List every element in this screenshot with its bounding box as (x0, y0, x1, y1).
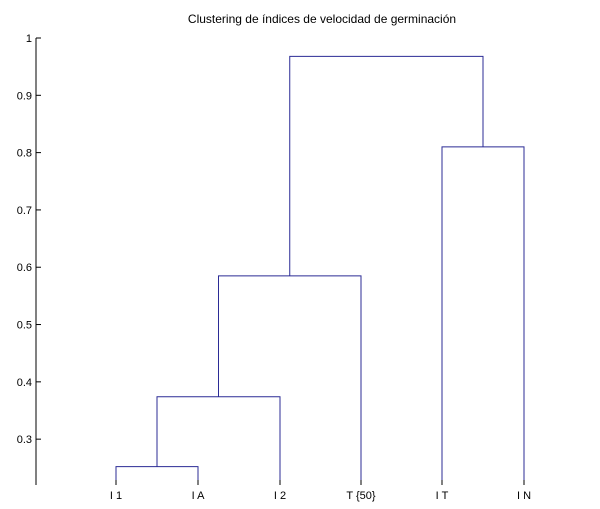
y-tick-label: 1 (26, 33, 32, 45)
y-tick-label: 0.3 (17, 434, 32, 446)
chart-title: Clustering de índices de velocidad de ge… (188, 12, 456, 26)
leaf-label: T {50} (346, 490, 375, 502)
dendrogram-link (289, 55, 484, 276)
leaf-label: I N (517, 490, 531, 502)
leaf-label: I 2 (274, 490, 286, 502)
y-tick-label: 0.7 (17, 205, 32, 217)
dendrogram-link (218, 275, 362, 485)
leaf-label: I T (436, 490, 449, 502)
y-tick-label: 0.9 (17, 90, 32, 102)
dendrogram-link (156, 396, 281, 485)
y-tick-label: 0.8 (17, 148, 32, 160)
y-ticks: 0.3 0.4 0.5 0.6 0.7 0.8 0.9 1 (17, 33, 41, 446)
dendrogram-link (115, 466, 199, 485)
dendrogram-link (441, 146, 525, 485)
y-tick-label: 0.5 (17, 320, 32, 332)
dendrogram-links (115, 55, 525, 485)
y-tick-label: 0.4 (17, 377, 32, 389)
leaf-label: I A (192, 490, 206, 502)
leaf-labels: I 1 I A I 2 T {50} I T I N (110, 480, 531, 502)
leaf-label: I 1 (110, 490, 122, 502)
y-tick-label: 0.6 (17, 262, 32, 274)
